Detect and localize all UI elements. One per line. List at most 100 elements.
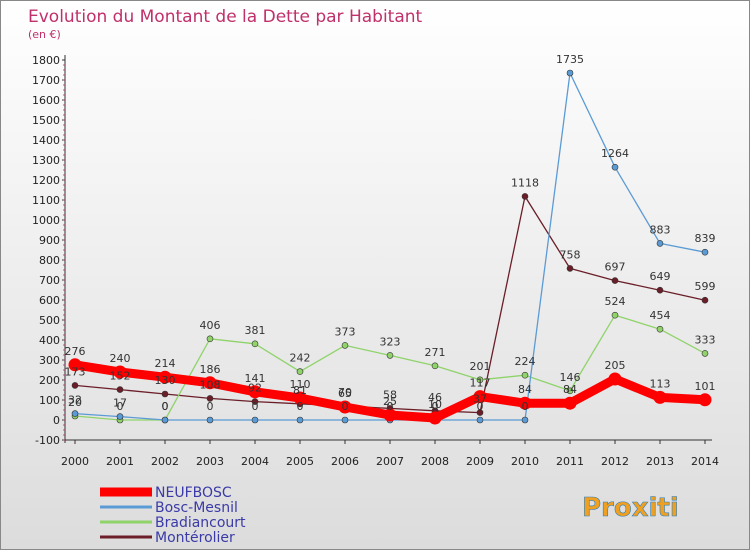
- data-point: [608, 372, 622, 386]
- x-tick-label: 2007: [376, 455, 404, 468]
- y-tick-label: 100: [39, 394, 60, 407]
- data-point: [428, 411, 442, 425]
- data-label: 20: [68, 396, 82, 409]
- data-label: 323: [380, 335, 401, 348]
- data-label: 108: [200, 378, 221, 391]
- data-point: [341, 416, 349, 424]
- data-point: [611, 163, 619, 171]
- data-label: 0: [342, 400, 349, 413]
- data-point: [113, 365, 127, 379]
- y-tick-label: 700: [39, 274, 60, 287]
- y-tick-label: -100: [35, 434, 60, 447]
- y-tick-label: 900: [39, 234, 60, 247]
- data-point: [521, 193, 529, 200]
- data-point: [248, 385, 262, 399]
- legend-label: Bradiancourt: [155, 515, 246, 531]
- x-tick-label: 2000: [61, 455, 89, 468]
- y-tick-label: 1200: [32, 174, 60, 187]
- data-label: 152: [110, 370, 131, 383]
- data-label: 1264: [601, 147, 629, 160]
- data-label: 201: [470, 360, 491, 373]
- data-point: [521, 371, 529, 379]
- data-point: [518, 396, 532, 410]
- data-label: 117: [470, 377, 491, 390]
- x-tick-label: 2004: [241, 455, 269, 468]
- data-point: [701, 350, 709, 357]
- axes: -100010020030040050060070080090010001100…: [32, 54, 719, 468]
- data-point: [698, 393, 712, 407]
- data-label: 173: [65, 365, 86, 378]
- data-label: 0: [522, 400, 529, 413]
- data-point: [71, 410, 79, 417]
- y-tick-label: 1400: [32, 134, 60, 147]
- data-label: 0: [162, 400, 169, 413]
- data-label: 0: [207, 400, 214, 413]
- data-label: 17: [113, 397, 127, 410]
- data-label: 454: [650, 309, 671, 322]
- data-point: [701, 296, 709, 304]
- data-label: 214: [155, 357, 176, 370]
- data-point: [116, 386, 124, 393]
- data-label: 84: [518, 383, 532, 396]
- data-label: 113: [650, 377, 671, 390]
- data-point: [566, 387, 574, 395]
- data-point: [116, 413, 124, 420]
- x-tick-label: 2009: [466, 455, 494, 468]
- legend-label: NEUFBOSC: [155, 485, 232, 501]
- data-label: 697: [605, 261, 626, 274]
- data-point: [206, 335, 214, 343]
- series-layer: [68, 69, 712, 425]
- data-label: 333: [695, 333, 716, 346]
- data-point: [611, 311, 619, 319]
- y-tick-label: 1800: [32, 54, 60, 67]
- y-tick-label: 500: [39, 314, 60, 327]
- data-label: 205: [605, 359, 626, 372]
- data-point: [653, 390, 667, 404]
- data-label: 271: [425, 346, 446, 359]
- data-label: 65: [338, 387, 352, 400]
- data-label: 224: [515, 355, 536, 368]
- x-tick-label: 2003: [196, 455, 224, 468]
- data-point: [431, 362, 439, 370]
- data-label: 373: [335, 325, 356, 338]
- data-point: [476, 416, 484, 424]
- data-point: [566, 265, 574, 272]
- y-tick-label: 1000: [32, 214, 60, 227]
- data-label: 110: [290, 378, 311, 391]
- chart-title: Evolution du Montant de la Dette par Hab…: [28, 7, 423, 27]
- data-point: [338, 400, 352, 414]
- y-tick-label: 600: [39, 294, 60, 307]
- data-label: 406: [200, 319, 221, 332]
- chart-subtitle: (en €): [28, 28, 61, 41]
- data-point: [476, 409, 484, 416]
- data-label: 242: [290, 352, 311, 365]
- y-tick-label: 800: [39, 254, 60, 267]
- data-point: [563, 396, 577, 410]
- data-point: [611, 277, 619, 284]
- data-label: 0: [387, 400, 394, 413]
- data-point: [251, 340, 259, 348]
- data-label: 1735: [556, 53, 584, 66]
- x-tick-label: 2013: [646, 455, 674, 468]
- proxiti-logo: Proxiti: [582, 493, 679, 524]
- legend-label: Montérolier: [155, 530, 235, 546]
- x-tick-label: 2001: [106, 455, 134, 468]
- y-tick-label: 1600: [32, 94, 60, 107]
- data-point: [656, 325, 664, 333]
- data-label: 81: [293, 384, 307, 397]
- data-label: 146: [560, 371, 581, 384]
- data-label: 46: [428, 391, 442, 404]
- data-point: [383, 408, 397, 422]
- data-label: 883: [650, 223, 671, 236]
- data-label: 758: [560, 248, 581, 261]
- data-point: [566, 69, 574, 77]
- y-tick-label: 0: [53, 414, 60, 427]
- data-point: [701, 248, 709, 256]
- x-tick-label: 2008: [421, 455, 449, 468]
- data-label: 649: [650, 270, 671, 283]
- data-labels: 173 152 130 108 92 81 70 58 46 37 1118 758 697 649 599…: [65, 53, 716, 413]
- data-label: 0: [297, 400, 304, 413]
- data-label: 186: [200, 363, 221, 376]
- data-point: [656, 240, 664, 247]
